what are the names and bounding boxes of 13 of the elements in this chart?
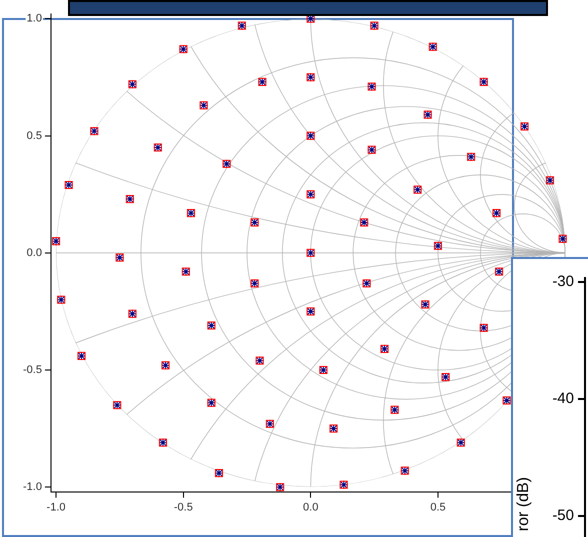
x-tick-label: 0.5 xyxy=(430,501,446,514)
y-tick-label: 0.5 xyxy=(26,130,42,142)
x-tick-label: -0.5 xyxy=(174,501,193,514)
x-tick-label: -1.0 xyxy=(46,501,66,514)
annotation: -30 xyxy=(552,273,574,291)
annotation: -40 xyxy=(552,390,574,408)
y-tick-label: -1.0 xyxy=(22,481,42,494)
y-tick-label: 1.0 xyxy=(26,12,42,25)
y-tick-label: -0.5 xyxy=(22,364,42,376)
text: ror (dB) xyxy=(515,476,533,531)
y-tick-label: 0.0 xyxy=(26,246,42,259)
x-tick-label: 0.0 xyxy=(303,501,318,514)
text: -50 xyxy=(552,507,574,525)
